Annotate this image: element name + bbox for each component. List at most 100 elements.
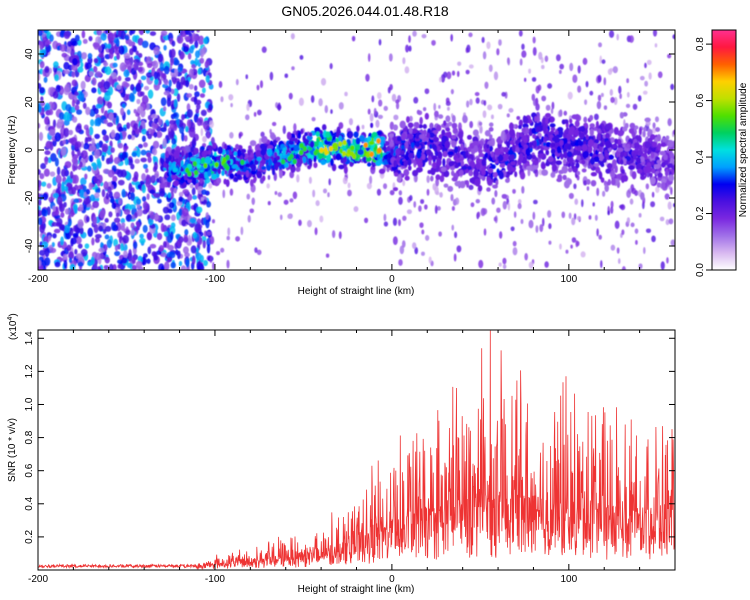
heatmap-cell [625,143,631,149]
heatmap-cell [98,225,104,232]
heatmap-cell [136,208,143,217]
heatmap-cell [581,159,586,165]
heatmap-cell [52,233,57,239]
heatmap-cell [622,174,629,182]
heatmap-cell [190,30,195,34]
heatmap-cell [139,233,144,239]
heatmap-cell [473,169,479,175]
heatmap-cell [652,122,656,129]
heatmap-cell [70,237,74,247]
heatmap-cell [670,152,675,159]
heatmap-cell [503,146,510,153]
heatmap-cell [532,46,537,56]
heatmap-cell [338,231,342,240]
heatmap-cell [91,137,95,147]
heatmap-cell [335,152,342,161]
heatmap-cell [82,38,88,44]
heatmap-cell [236,173,242,180]
heatmap-cell [245,74,249,80]
heatmap-cell [598,234,602,240]
heatmap-cell [616,33,620,41]
heatmap-cell [577,85,582,93]
heatmap-cell [55,84,61,93]
heatmap-cell [583,180,588,186]
heatmap-cell [410,142,415,149]
heatmap-cell [159,182,167,189]
heatmap-cell [59,44,67,52]
heatmap-cell [161,252,167,258]
heatmap-cell [396,135,402,142]
heatmap-cell [141,135,146,143]
heatmap-cell [404,66,410,74]
heatmap-cell [96,30,103,36]
heatmap-cell [484,81,489,89]
heatmap-cell [207,103,213,111]
heatmap-cell [171,40,176,47]
x-tick-label: 0 [389,574,395,585]
heatmap-cell [545,112,551,118]
heatmap-cell [406,209,412,215]
heatmap-cell [639,147,643,156]
heatmap-cell [545,117,549,126]
heatmap-cell [130,229,136,236]
heatmap-cell [179,51,185,60]
heatmap-cell [598,171,603,180]
heatmap-cell [522,123,529,129]
heatmap-cell [74,34,80,42]
heatmap-cell [326,153,331,162]
heatmap-cell [290,164,296,173]
heatmap-cell [140,149,147,156]
heatmap-cell [276,104,282,111]
heatmap-cell [111,221,117,232]
heatmap-cell [225,150,230,156]
heatmap-cell [608,30,615,38]
heatmap-cell [88,35,93,42]
heatmap-cell [612,66,618,74]
y-tick-label: -40 [24,238,35,253]
heatmap-cell [167,192,172,199]
heatmap-cell [256,143,261,150]
heatmap-cell [85,127,90,137]
heatmap-cell [519,132,523,138]
heatmap-cell [99,209,106,219]
heatmap-cell [143,163,148,169]
heatmap-cell [659,216,665,222]
heatmap-cell [535,126,541,133]
heatmap-cell [228,94,234,101]
heatmap-cell [550,148,556,154]
heatmap-cell [145,168,149,174]
heatmap-cell [210,173,218,180]
heatmap-cell [371,95,375,103]
heatmap-cell [80,177,87,186]
heatmap-cell [206,244,211,254]
heatmap-cell [139,237,146,244]
heatmap-cell [44,65,50,74]
heatmap-cell [95,103,102,109]
heatmap-cell [44,156,49,165]
heatmap-cell [162,137,167,148]
heatmap-cell [73,198,80,204]
heatmap-cell [191,187,196,196]
heatmap-cell [657,71,663,79]
heatmap-cell [124,76,131,82]
heatmap-cell [448,161,454,167]
heatmap-cell [408,35,411,43]
heatmap-cell [167,244,175,251]
top-y-axis-label: Frequency (Hz) [7,116,18,185]
heatmap-cell [491,197,496,205]
heatmap-cell [497,154,504,162]
heatmap-cell [456,70,460,78]
heatmap-cell [550,107,554,114]
heatmap-cell [75,125,82,133]
heatmap-cell [91,237,95,246]
heatmap-cell [650,176,656,185]
y-tick-label: 20 [24,96,35,108]
heatmap-cell [528,141,533,149]
heatmap-cell [45,142,51,149]
heatmap-cell [534,116,538,122]
heatmap-cell [313,141,319,147]
heatmap-cell [600,260,603,269]
heatmap-cell [355,144,361,150]
x-tick-label: 0 [389,274,395,285]
heatmap-cell [152,140,160,149]
